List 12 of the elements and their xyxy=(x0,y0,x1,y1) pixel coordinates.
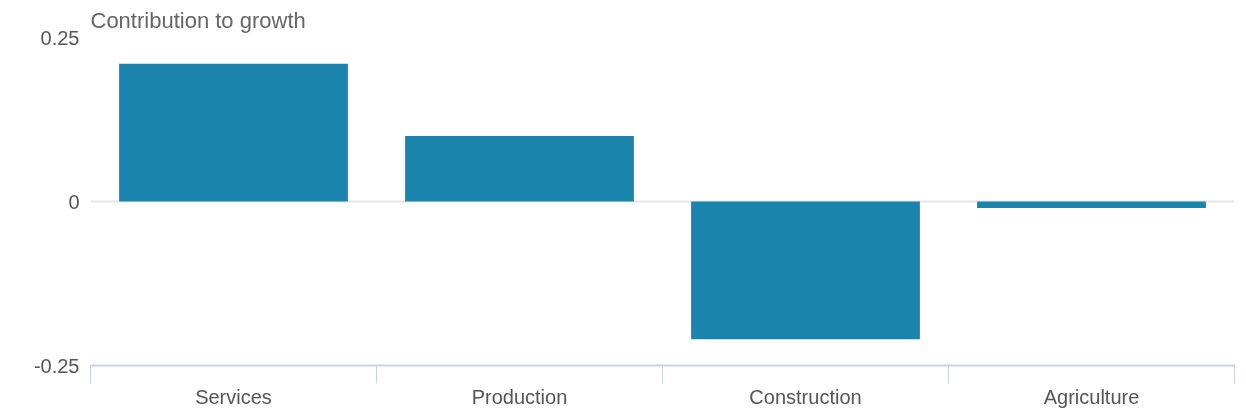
x-tick-label: Agriculture xyxy=(1043,385,1140,408)
y-tick-label: -0.25 xyxy=(33,354,80,377)
bar xyxy=(977,201,1206,209)
bar xyxy=(119,63,348,202)
x-tick-label: Construction xyxy=(749,385,862,408)
bar xyxy=(405,135,634,202)
bar xyxy=(691,201,920,340)
y-tick-label: 0.25 xyxy=(40,26,80,49)
y-tick-label: 0 xyxy=(68,190,80,213)
x-tick-label: Services xyxy=(195,385,272,408)
x-tick-label: Production xyxy=(471,385,568,408)
y-axis-title: Contribution to growth xyxy=(90,7,306,33)
